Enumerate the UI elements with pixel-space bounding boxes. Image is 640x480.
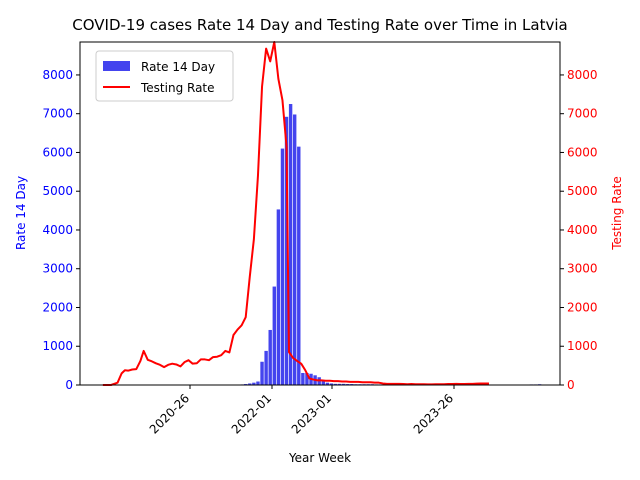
legend: Rate 14 Day Testing Rate [95,50,234,102]
right-tick-label: 1000 [567,339,598,353]
x-axis-label: Year Week [288,451,351,465]
left-tick-label: 5000 [42,184,73,198]
right-tick-label: 8000 [567,68,598,82]
right-tick-label: 2000 [567,300,598,314]
bar [333,383,338,385]
right-tick-label: 3000 [567,262,598,276]
x-axis: 2020-26 2022-01 2023-01 2023-26 [147,385,456,437]
bar-series-rate-14-day [121,104,542,386]
bar [288,104,293,385]
legend-label-rate-14-day: Rate 14 Day [141,60,215,74]
plot-frame [79,41,561,386]
bar [268,329,272,385]
bar [260,361,264,385]
left-tick-label: 1000 [42,339,73,353]
bar [276,209,281,385]
right-tick-label: 0 [567,378,575,392]
bar [248,383,252,385]
left-tick-label: 8000 [42,68,73,82]
legend-label-testing-rate: Testing Rate [140,81,215,95]
right-y-axis: 0 1000 2000 3000 4000 5000 6000 7000 8000 [560,68,598,392]
x-tick-label: 2023-26 [411,391,456,436]
bar [292,114,297,385]
bar [284,116,289,386]
chart-title: COVID-19 cases Rate 14 Day and Testing R… [72,16,567,34]
left-tick-label: 3000 [42,262,73,276]
left-tick-label: 0 [65,378,73,392]
bar [341,383,346,385]
bar [325,382,330,385]
left-tick-label: 4000 [42,223,73,237]
line-series-testing-rate [102,41,489,386]
x-tick-label: 2022-01 [229,391,274,436]
right-tick-label: 7000 [567,107,598,121]
bar [337,383,342,385]
bar [252,382,256,385]
bar [301,372,305,385]
left-tick-label: 6000 [42,145,73,159]
bar [305,372,309,385]
bar [256,381,260,385]
right-axis-label: Testing Rate [610,176,624,251]
left-axis-label: Rate 14 Day [14,176,28,250]
left-tick-label: 7000 [42,107,73,121]
legend-box [95,50,234,102]
left-y-axis: 0 1000 2000 3000 4000 5000 6000 7000 8000 [42,68,80,392]
left-tick-label: 2000 [42,300,73,314]
right-tick-label: 5000 [567,184,598,198]
right-tick-label: 6000 [567,145,598,159]
bar [272,286,276,385]
legend-bar-swatch [103,61,130,71]
right-tick-label: 4000 [567,223,598,237]
bar [280,148,285,385]
bar [321,380,325,385]
x-tick-label: 2023-01 [289,391,334,436]
x-tick-label: 2020-26 [147,391,192,436]
testing-rate-line [102,41,489,386]
bar [264,350,268,385]
bar [329,383,334,385]
bar [297,146,301,385]
